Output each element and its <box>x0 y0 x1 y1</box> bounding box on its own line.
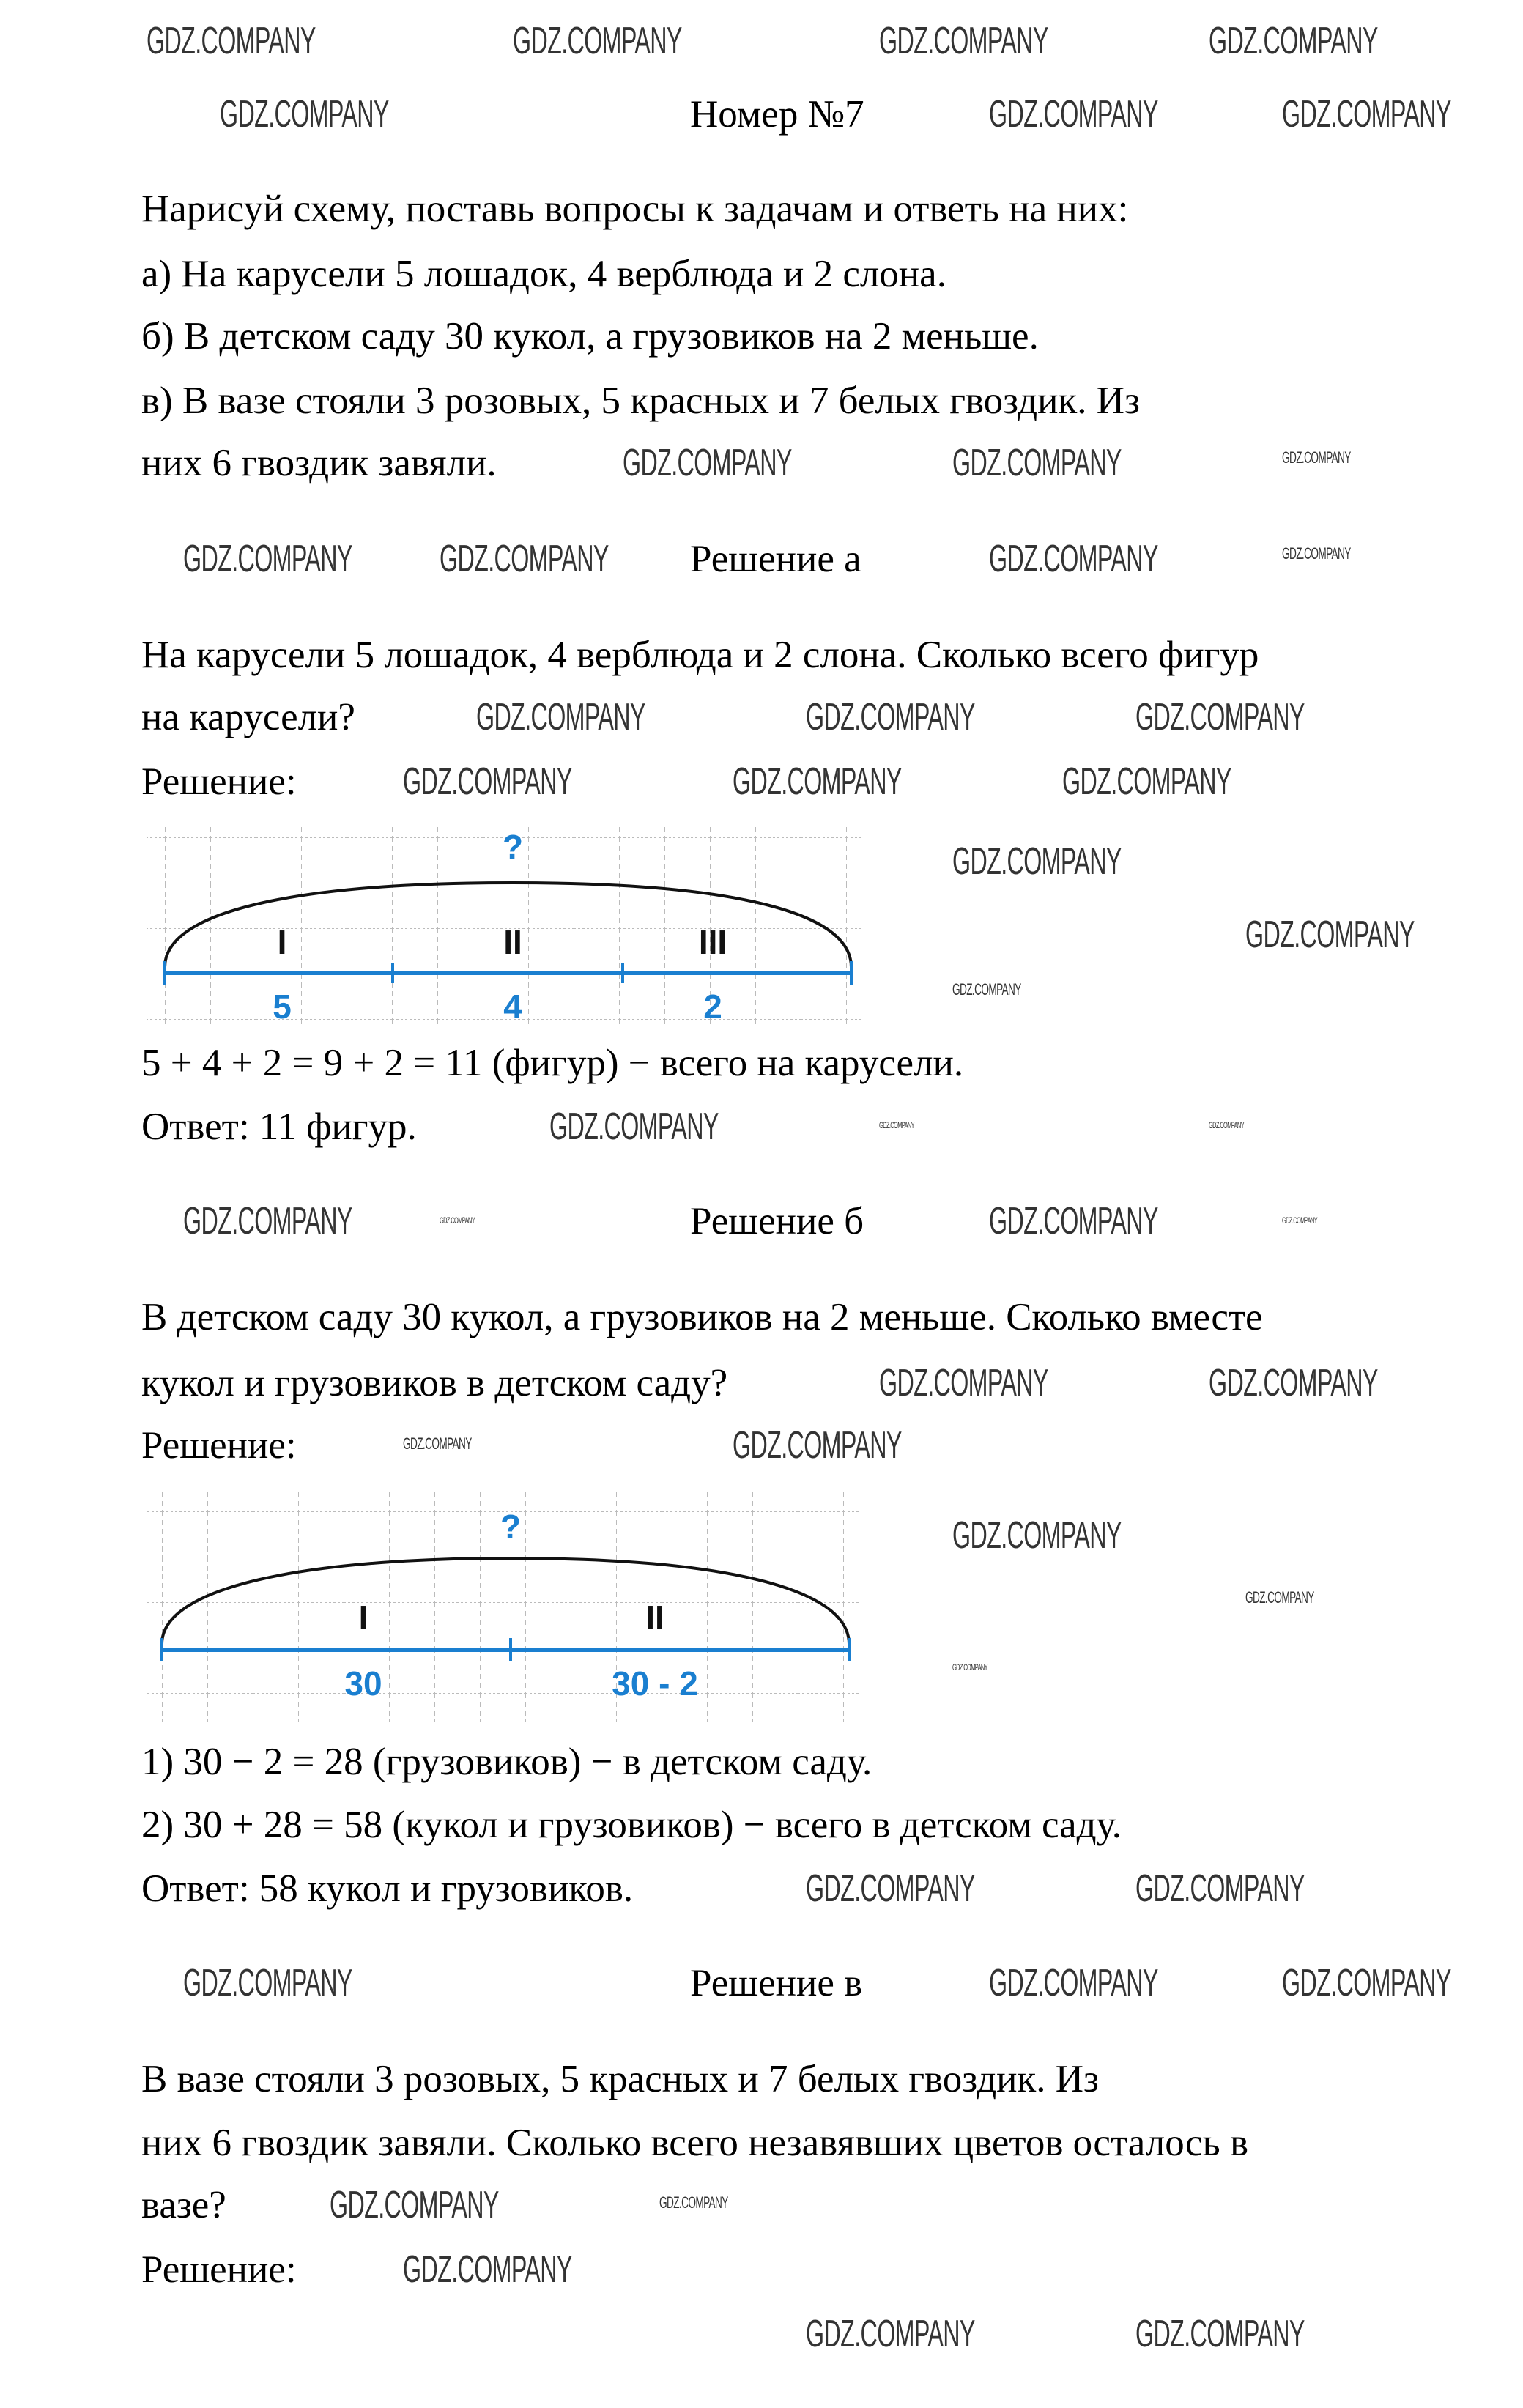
watermark: GDZ.COMPANY <box>183 538 352 580</box>
watermark: GDZ.COMPANY <box>1135 696 1305 738</box>
part-label: II <box>503 923 522 961</box>
watermark: GDZ.COMPANY <box>1135 2313 1305 2355</box>
watermark: GDZ.COMPANY <box>440 538 609 580</box>
watermark: GDZ.COMPANY <box>952 442 1122 484</box>
watermark: GDZ.COMPANY <box>513 20 682 62</box>
solution-b-label: Решение: <box>141 1424 297 1467</box>
watermark: GDZ.COMPANY <box>1282 448 1351 467</box>
page-title: Номер №7 <box>690 93 864 136</box>
watermark: GDZ.COMPANY <box>733 760 902 803</box>
diagram-b: ? I II 30 30 - 2 <box>145 1491 859 1722</box>
solution-a-answer: Ответ: 11 фигур. <box>141 1105 417 1148</box>
solution-c-question-2: них 6 гвоздик завяли. Сколько всего неза… <box>141 2122 1248 2164</box>
watermark: GDZ.COMPANY <box>952 980 1021 999</box>
watermark: GDZ.COMPANY <box>989 1962 1158 2004</box>
watermark: GDZ.COMPANY <box>183 1200 352 1242</box>
total-arc-b <box>160 1556 851 1645</box>
watermark: GDZ.COMPANY <box>1062 760 1231 803</box>
watermark: GDZ.COMPANY <box>623 442 792 484</box>
watermark: GDZ.COMPANY <box>659 2193 728 2212</box>
watermark: GDZ.COMPANY <box>183 1962 352 2004</box>
solution-c-heading: Решение в <box>690 1962 863 2004</box>
watermark: GDZ.COMPANY <box>989 538 1158 580</box>
task-intro: Нарисуй схему, поставь вопросы к задачам… <box>141 188 1129 230</box>
watermark: GDZ.COMPANY <box>147 20 316 62</box>
solution-a-calc: 5 + 4 + 2 = 9 + 2 = 11 (фигур) − всего н… <box>141 1042 964 1084</box>
watermark: GDZ.COMPANY <box>733 1424 902 1467</box>
watermark: GDZ.COMPANY <box>549 1105 719 1148</box>
watermark: GDZ.COMPANY <box>1209 1362 1378 1404</box>
solution-b-question-1: В детском саду 30 кукол, а грузовиков на… <box>141 1296 1263 1338</box>
watermark: GDZ.COMPANY <box>1209 1120 1245 1130</box>
value-label: 4 <box>503 988 522 1026</box>
watermark: GDZ.COMPANY <box>989 1200 1158 1242</box>
solution-b-step2: 2) 30 + 28 = 58 (кукол и грузовиков) − в… <box>141 1804 1122 1846</box>
total-arc-a <box>163 881 853 968</box>
watermark: GDZ.COMPANY <box>476 696 645 738</box>
watermark: GDZ.COMPANY <box>952 1514 1122 1557</box>
grid-a <box>147 824 861 1026</box>
value-label: 5 <box>273 988 292 1026</box>
watermark: GDZ.COMPANY <box>1282 1215 1318 1226</box>
watermark: GDZ.COMPANY <box>806 1867 975 1910</box>
grid-b <box>145 1491 859 1722</box>
value-label: 30 <box>344 1664 382 1703</box>
watermark: GDZ.COMPANY <box>879 1362 1048 1404</box>
watermark: GDZ.COMPANY <box>952 1662 988 1672</box>
question-mark-a: ? <box>503 828 523 866</box>
part-label: III <box>699 923 727 961</box>
question-mark-b: ? <box>500 1508 521 1546</box>
part-label: II <box>645 1598 664 1637</box>
watermark: GDZ.COMPANY <box>1282 93 1451 136</box>
solution-b-answer: Ответ: 58 кукол и грузовиков. <box>141 1867 634 1910</box>
watermark: GDZ.COMPANY <box>403 1434 472 1453</box>
solution-a-heading: Решение а <box>690 538 861 580</box>
watermark: GDZ.COMPANY <box>806 696 975 738</box>
watermark: GDZ.COMPANY <box>220 93 389 136</box>
part-label: I <box>359 1598 368 1637</box>
solution-b-step1: 1) 30 − 2 = 28 (грузовиков) − в детском … <box>141 1741 872 1783</box>
watermark: GDZ.COMPANY <box>440 1215 475 1226</box>
value-label: 2 <box>703 988 722 1026</box>
watermark: GDZ.COMPANY <box>879 20 1048 62</box>
watermark: GDZ.COMPANY <box>1245 1588 1314 1607</box>
task-b: б) В детском саду 30 кукол, а грузовиков… <box>141 315 1039 358</box>
watermark: GDZ.COMPANY <box>879 1120 915 1130</box>
solution-a-label: Решение: <box>141 760 297 803</box>
task-c-line1: в) В вазе стояли 3 розовых, 5 красных и … <box>141 379 1140 422</box>
task-c-line2: них 6 гвоздик завяли. <box>141 442 497 484</box>
watermark: GDZ.COMPANY <box>952 840 1122 883</box>
part-label: I <box>278 923 287 961</box>
watermark: GDZ.COMPANY <box>403 2248 572 2291</box>
watermark: GDZ.COMPANY <box>403 760 572 803</box>
task-a: а) На карусели 5 лошадок, 4 верблюда и 2… <box>141 253 946 295</box>
solution-a-question-1: На карусели 5 лошадок, 4 верблюда и 2 сл… <box>141 634 1259 676</box>
watermark: GDZ.COMPANY <box>1209 20 1378 62</box>
solution-c-question-3: вазе? <box>141 2184 226 2226</box>
solution-c-label: Решение: <box>141 2248 297 2291</box>
diagram-a: ? I II III 5 4 2 <box>147 824 861 1026</box>
watermark: GDZ.COMPANY <box>1135 1867 1305 1910</box>
solution-c-question-1: В вазе стояли 3 розовых, 5 красных и 7 б… <box>141 2058 1099 2100</box>
solution-b-heading: Решение б <box>690 1200 864 1242</box>
watermark: GDZ.COMPANY <box>1282 544 1351 563</box>
watermark: GDZ.COMPANY <box>1245 914 1415 956</box>
solution-b-question-2: кукол и грузовиков в детском саду? <box>141 1362 728 1404</box>
value-label: 30 - 2 <box>612 1664 698 1703</box>
watermark: GDZ.COMPANY <box>989 93 1158 136</box>
watermark: GDZ.COMPANY <box>330 2184 499 2226</box>
solution-a-question-2: на карусели? <box>141 696 355 738</box>
watermark: GDZ.COMPANY <box>806 2313 975 2355</box>
watermark: GDZ.COMPANY <box>1282 1962 1451 2004</box>
